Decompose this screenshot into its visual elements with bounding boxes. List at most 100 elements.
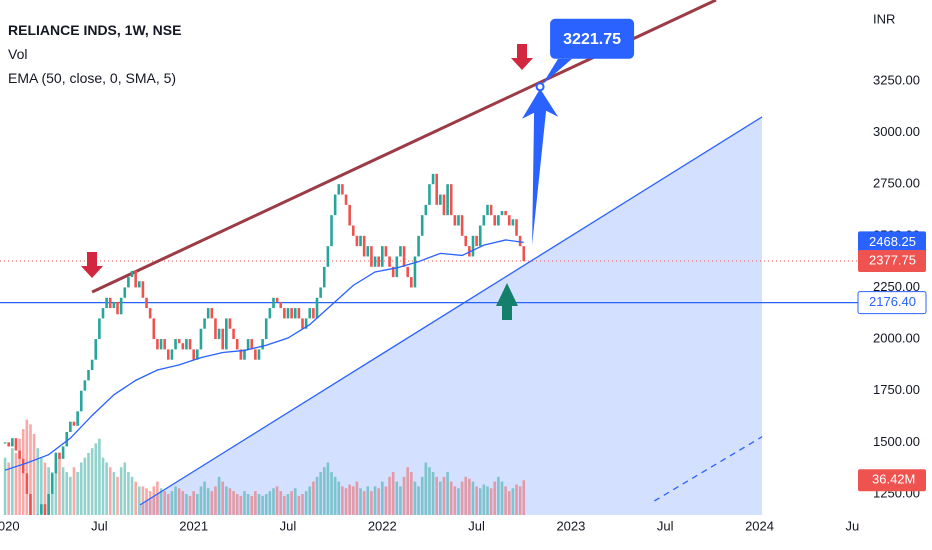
candle [504,211,507,216]
volume-bar [72,467,76,515]
candle [11,438,14,447]
candle [373,256,377,267]
candle [156,339,159,350]
volume-bar [319,472,322,515]
volume-bar [326,462,330,515]
volume-bar [312,481,315,515]
candle [293,308,297,319]
volume-bar [40,457,43,515]
candle [185,339,188,350]
volume-bar [351,486,355,515]
candle [119,297,123,315]
volume-bar [417,486,420,515]
candle [203,318,206,329]
candle [61,446,65,459]
callout-box [550,18,635,59]
candle [18,450,21,459]
volume-bar [206,488,210,515]
candle [341,184,344,195]
ema-price-label-box [858,231,926,254]
volume-bar [388,476,391,515]
support-price-label-box [857,291,927,315]
candle [435,173,439,205]
candle [181,343,185,350]
volume-bar [424,462,428,515]
volume-bar [515,484,518,515]
volume-bar [442,476,446,515]
candle [116,301,119,315]
candle [399,246,402,257]
volume-bar [257,494,261,515]
candle [232,328,235,340]
volume-bar [304,491,308,515]
candle [3,442,7,444]
candle [50,473,54,494]
volume-bar [475,486,478,515]
volume-bar [14,452,18,515]
volume-bar [123,462,127,515]
up-arrow [522,88,559,245]
candle [29,493,32,515]
candle [453,215,457,226]
candle [272,297,275,309]
volume-bar [188,495,192,515]
lower-trend-line [139,116,763,506]
volume-label: 36.42M [872,472,915,487]
volume-bar [163,491,166,515]
volume-bar [250,495,254,515]
volume-bar [457,488,460,515]
candle [21,458,25,474]
volume-bar [61,467,65,515]
volume-bar [90,448,94,515]
volume-bar [101,457,105,515]
volume-bar [435,476,439,515]
volume-bar [47,467,50,515]
volume-bar [493,481,497,515]
volume-bar [87,452,90,515]
volume-bar [94,443,98,515]
volume-bar [246,494,250,515]
candle [420,215,424,236]
candle [315,297,319,319]
volume-bar [225,486,228,515]
candle [489,204,493,216]
x-tick-label: Jul [468,518,485,533]
candle [286,308,290,319]
candle [290,308,293,319]
volume-bar [391,472,395,515]
ema-price-label: 2468.25 [869,234,916,249]
volume-bar [293,488,297,515]
candle [108,297,112,309]
candle [370,246,373,267]
target-label: 3221.75 [563,31,621,48]
candle [333,194,337,216]
candle [79,390,83,412]
volume-bar [192,491,195,515]
volume-bar [286,494,290,515]
candle [264,318,268,340]
candle [257,349,261,360]
volume-bar [11,448,14,515]
candle [170,349,174,360]
volume-bar [29,424,32,515]
volume-bar [43,462,47,515]
volume-bar [337,481,341,515]
volume-bar [468,478,471,515]
candle [301,318,304,329]
volume-bar [482,484,486,515]
candle [250,339,254,350]
candle [101,308,105,319]
volume-bar [406,467,409,515]
x-tick-label: 2020 [0,518,20,533]
x-tick-label: 2024 [745,518,774,533]
candle [337,184,341,195]
volume-bar [333,476,337,515]
volume-bar [355,481,359,515]
candle [424,204,428,216]
volume-bar [134,481,137,515]
volume-bar [32,433,36,515]
volume-bar [18,438,21,515]
volume-bar [464,476,468,515]
volume-bar [344,488,348,515]
